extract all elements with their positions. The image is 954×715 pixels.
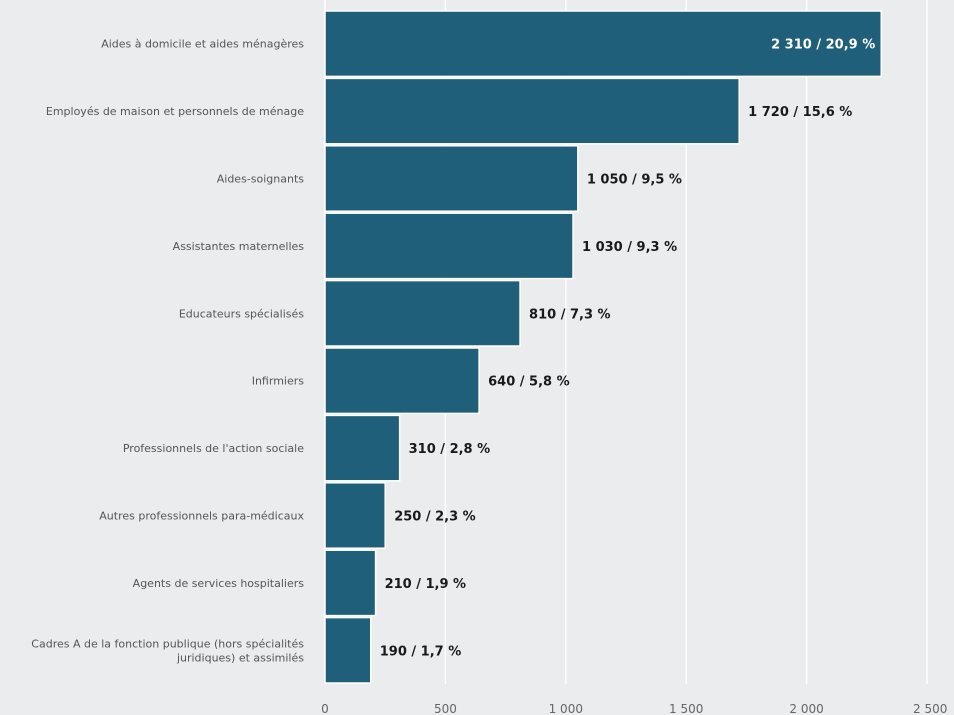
bar bbox=[324, 10, 882, 78]
data-label: 2 310 / 20,9 % bbox=[771, 38, 875, 53]
x-tick-label: 1 500 bbox=[669, 702, 703, 715]
category-label: Professionnels de l'action sociale bbox=[123, 442, 304, 455]
x-axis: 0 500 1 000 1 500 2 000 2 500 bbox=[321, 702, 947, 715]
bar bbox=[324, 77, 740, 145]
bar bbox=[324, 482, 386, 549]
x-tick-label: 2 500 bbox=[913, 702, 947, 715]
bar bbox=[324, 279, 521, 347]
bar bbox=[324, 549, 377, 617]
data-label: 1 050 / 9,5 % bbox=[587, 173, 682, 188]
data-label: 190 / 1,7 % bbox=[380, 644, 462, 659]
category-label: Educateurs spécialisés bbox=[179, 307, 304, 320]
label-layer: Aides à domicile et aides ménagères 2 310… bbox=[31, 37, 875, 664]
category-label: Assistantes maternelles bbox=[173, 240, 305, 253]
category-label: Aides-soignants bbox=[217, 173, 305, 186]
data-label: 1 030 / 9,3 % bbox=[582, 240, 677, 255]
x-tick-label: 500 bbox=[434, 702, 457, 715]
bar bbox=[324, 145, 579, 212]
x-tick-label: 1 000 bbox=[549, 702, 583, 715]
data-label: 210 / 1,9 % bbox=[385, 577, 467, 592]
category-label: Cadres A de la fonction publique (hors s… bbox=[31, 637, 304, 664]
bar bbox=[324, 616, 372, 684]
category-label: Agents de services hospitaliers bbox=[133, 577, 305, 590]
data-label: 810 / 7,3 % bbox=[529, 307, 611, 322]
category-label: Aides à domicile et aides ménagères bbox=[101, 38, 304, 51]
bar-layer bbox=[324, 10, 882, 684]
bar bbox=[324, 212, 574, 280]
x-tick-label: 0 bbox=[321, 702, 329, 715]
bar bbox=[324, 347, 480, 415]
data-label: 310 / 2,8 % bbox=[409, 442, 491, 457]
data-label: 250 / 2,3 % bbox=[394, 510, 476, 525]
category-label: Employés de maison et personnels de ména… bbox=[46, 105, 304, 118]
category-label: Autres professionnels para-médicaux bbox=[99, 510, 304, 523]
x-tick-label: 2 000 bbox=[789, 702, 823, 715]
data-label: 1 720 / 15,6 % bbox=[748, 105, 852, 120]
bar bbox=[324, 414, 401, 482]
data-label: 640 / 5,8 % bbox=[488, 375, 570, 390]
category-label: Infirmiers bbox=[252, 375, 305, 388]
